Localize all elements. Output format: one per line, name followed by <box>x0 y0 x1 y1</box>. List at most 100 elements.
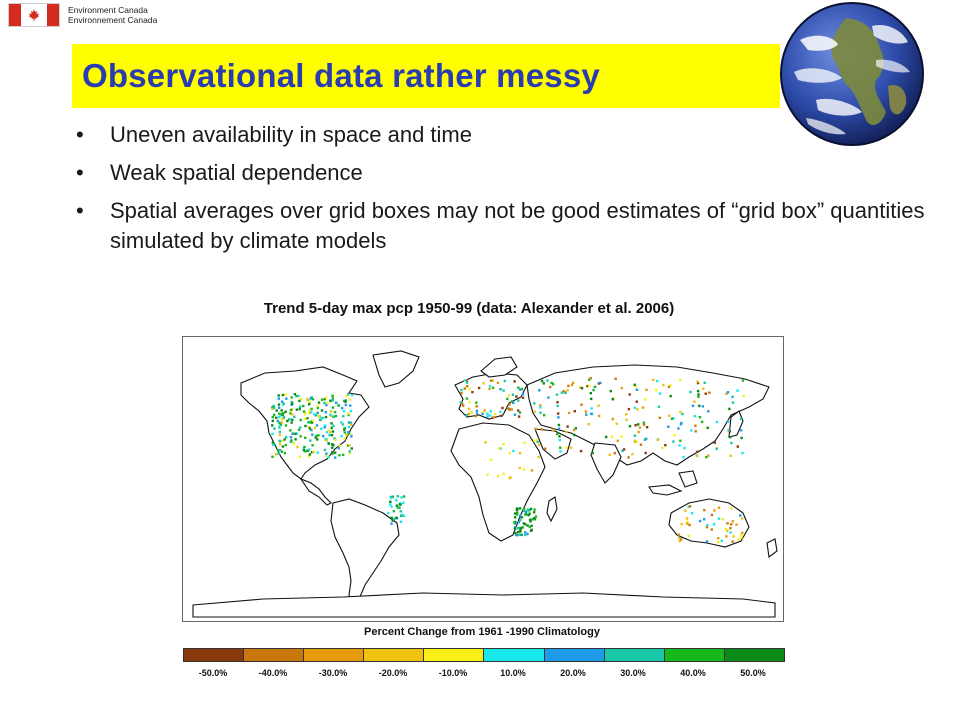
station-dot <box>277 403 281 406</box>
station-dot <box>402 495 406 498</box>
station-dot <box>687 505 690 508</box>
station-dot <box>341 423 345 426</box>
station-dot <box>512 449 515 453</box>
station-dot <box>728 407 731 411</box>
station-dot <box>634 424 637 427</box>
station-dot <box>593 385 597 388</box>
station-dot <box>705 456 708 459</box>
station-dot <box>518 514 522 517</box>
legend-swatch <box>244 649 305 661</box>
station-dot <box>614 377 617 380</box>
station-dot <box>586 384 589 388</box>
station-dot <box>290 421 293 424</box>
station-dot <box>524 511 528 514</box>
station-dot <box>340 434 343 438</box>
station-dot <box>513 521 516 524</box>
station-dot <box>721 518 724 521</box>
station-dot <box>644 451 647 455</box>
continent-outlines <box>192 350 778 618</box>
station-dot <box>304 450 307 453</box>
station-dot <box>715 447 718 451</box>
station-dot <box>588 384 591 387</box>
station-dot <box>513 516 517 519</box>
station-dot <box>497 447 501 450</box>
station-dot <box>724 527 727 531</box>
station-dot <box>533 402 536 405</box>
station-dot <box>296 446 299 449</box>
station-dot <box>696 454 699 458</box>
station-dot <box>280 421 284 424</box>
station-dot <box>293 393 297 396</box>
station-dot <box>321 416 324 420</box>
station-dot <box>628 393 631 396</box>
legend-label: 30.0% <box>620 668 646 678</box>
station-dot <box>538 389 541 392</box>
station-dot <box>460 388 463 392</box>
station-dot <box>635 440 639 444</box>
station-dot <box>686 522 689 525</box>
station-dot <box>463 379 467 382</box>
station-dot <box>562 390 565 393</box>
station-dot <box>278 424 281 428</box>
station-dot <box>731 520 734 523</box>
station-dot <box>707 454 710 457</box>
station-dot <box>465 414 468 417</box>
station-dot <box>308 401 311 404</box>
station-dot <box>289 436 293 439</box>
station-dot <box>524 531 527 534</box>
station-dot <box>611 417 614 421</box>
station-dot <box>713 509 716 512</box>
station-dot <box>657 405 661 408</box>
station-dot <box>565 430 568 433</box>
station-dot <box>465 385 469 388</box>
station-dot <box>314 436 317 439</box>
station-dot <box>310 451 314 454</box>
station-dot <box>557 427 561 430</box>
station-dot <box>402 514 406 518</box>
station-dot <box>518 388 522 391</box>
station-dot <box>514 531 517 535</box>
station-dot <box>703 381 706 384</box>
station-dot <box>536 438 539 442</box>
indonesia-outline <box>648 484 683 496</box>
station-dot <box>295 394 298 398</box>
station-dot <box>331 451 334 454</box>
station-dot <box>679 410 682 414</box>
station-dot <box>678 379 682 382</box>
station-dot <box>635 388 639 391</box>
station-dot <box>463 387 466 390</box>
station-dot <box>696 450 699 453</box>
station-dot <box>710 528 713 531</box>
canada-flag-icon <box>8 3 60 27</box>
station-dot <box>558 438 561 442</box>
station-dot <box>482 410 485 413</box>
station-dot <box>470 411 474 414</box>
station-dot <box>333 437 336 440</box>
station-dot <box>330 426 333 430</box>
station-dot <box>390 522 393 525</box>
station-dot <box>521 526 524 529</box>
station-dot <box>627 456 630 459</box>
station-dot <box>729 435 732 439</box>
station-dot <box>277 406 281 409</box>
station-dot <box>642 423 646 426</box>
legend-label: 50.0% <box>740 668 766 678</box>
station-dot <box>307 448 311 451</box>
station-dot <box>330 422 333 425</box>
station-dot <box>703 508 706 512</box>
station-dot <box>297 394 300 398</box>
station-dot <box>350 447 353 450</box>
station-dot <box>288 418 292 421</box>
station-dot <box>324 411 328 414</box>
station-dot <box>625 413 628 416</box>
station-dot <box>597 382 601 385</box>
station-dot <box>299 426 302 429</box>
station-dot <box>325 452 328 455</box>
station-dot <box>517 409 520 412</box>
station-dot <box>304 424 307 428</box>
station-dot <box>708 391 711 394</box>
station-dot <box>565 446 568 449</box>
station-dot <box>281 439 284 442</box>
station-dot <box>729 531 732 534</box>
station-dot <box>346 431 350 434</box>
